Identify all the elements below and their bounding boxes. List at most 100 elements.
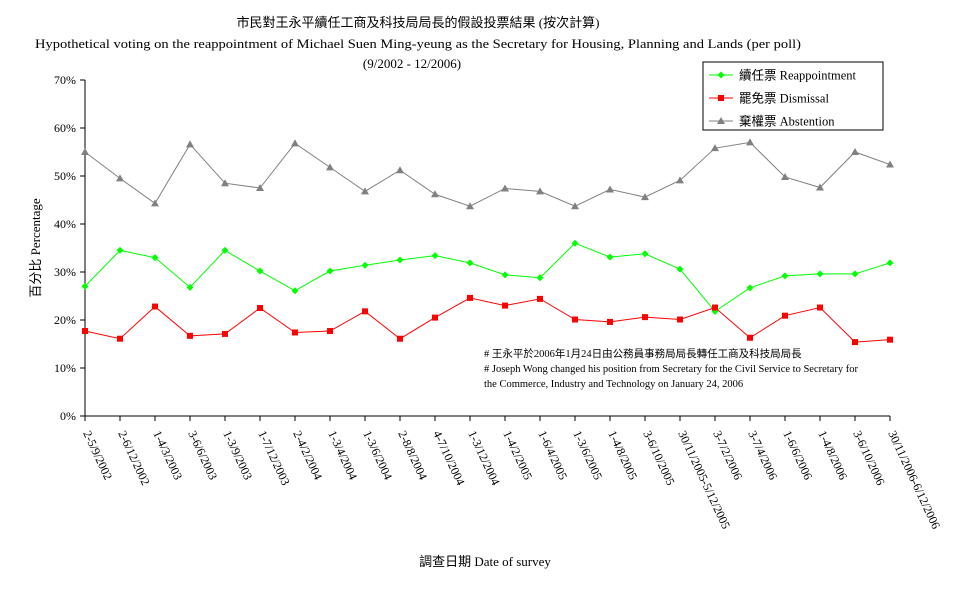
data-point (81, 148, 89, 155)
legend-swatch-marker (717, 71, 725, 79)
data-point (256, 184, 264, 191)
data-point (221, 179, 229, 187)
series-2 (81, 138, 894, 210)
data-point (432, 314, 438, 321)
x-tick-label: 1-3/4/2004 (325, 428, 360, 482)
x-tick-label: 2-5/9/2002 (80, 428, 115, 482)
data-point (396, 166, 404, 174)
x-tick-label: 3-6/6/2003 (185, 428, 220, 482)
y-tick-label: 70% (54, 73, 76, 87)
data-point (396, 256, 404, 264)
data-point (221, 246, 229, 254)
legend-entry: 罷免票 Dismissal (739, 91, 829, 106)
x-tick-label: 3-7/2/2006 (710, 428, 745, 482)
x-tick-label: 3-6/10/2006 (850, 428, 887, 487)
data-point (851, 148, 859, 155)
data-point (326, 267, 334, 275)
data-point (466, 259, 474, 267)
x-axis-label: 調查日期 Date of survey (419, 554, 551, 569)
x-tick-label: 2-4/2/2004 (290, 428, 325, 482)
x-tick-label: 1-3/6/2005 (570, 428, 605, 482)
data-point (327, 328, 333, 335)
data-point (746, 138, 754, 146)
x-tick-label: 4-7/10/2004 (430, 428, 467, 487)
x-tick-label: 2-6/12/2002 (115, 428, 152, 487)
x-tick-label: 3-6/10/2005 (640, 428, 677, 487)
data-point (326, 163, 334, 171)
data-point (746, 284, 754, 292)
data-point (256, 267, 264, 275)
data-point (151, 199, 159, 207)
data-point (781, 172, 789, 180)
y-axis-ticks: 0% 10% 20% 30% 40% 50% 60% 70% (54, 73, 85, 423)
x-tick-label: 1-6/4/2005 (535, 428, 570, 482)
x-tick-label: 1-3/6/2004 (360, 428, 395, 482)
data-point (431, 190, 439, 198)
data-point (606, 185, 614, 193)
data-point (362, 308, 368, 315)
data-point (571, 239, 579, 247)
legend-box (702, 61, 884, 131)
series-line (84, 141, 891, 207)
data-point (641, 193, 649, 201)
data-point (572, 316, 578, 323)
data-point (467, 294, 473, 301)
data-point (397, 335, 403, 342)
y-tick-label: 60% (54, 121, 76, 135)
x-tick-label: 1-4/8/2006 (815, 428, 850, 482)
annotation-line-1: # 王永平於2006年1月24日由公務員事務局局長轉任工商及科技局局長 (484, 347, 802, 360)
series-line (84, 297, 891, 343)
data-point (116, 174, 124, 182)
data-point (852, 339, 858, 346)
data-point (151, 254, 159, 262)
data-point (537, 295, 543, 302)
data-point (607, 318, 613, 325)
data-point (817, 304, 823, 311)
annotation-note: # 王永平於2006年1月24日由公務員事務局局長轉任工商及科技局局長 # Jo… (484, 347, 858, 390)
y-tick-label: 30% (54, 265, 76, 279)
data-point (606, 253, 614, 261)
legend-entry: 續任票 Reappointment (739, 68, 857, 83)
chart-title: 市民對王永平續任工商及科技局局長的假設投票結果 (按次計算) (237, 15, 600, 30)
data-point (676, 265, 684, 273)
data-point (641, 250, 649, 258)
data-point (501, 271, 509, 279)
y-tick-label: 0% (60, 409, 76, 423)
data-point (677, 316, 683, 323)
data-point (781, 272, 789, 280)
data-point (291, 139, 299, 147)
data-point (536, 274, 544, 282)
data-point (501, 184, 509, 192)
x-tick-label: 1-6/6/2006 (780, 428, 815, 482)
y-tick-label: 40% (54, 217, 76, 231)
x-tick-label: 1-4/8/2005 (605, 428, 640, 482)
data-point (82, 328, 88, 335)
legend-swatch-marker (717, 117, 725, 124)
data-point (887, 336, 893, 343)
data-point (571, 202, 579, 210)
data-point (186, 283, 194, 291)
series-0 (81, 239, 894, 315)
data-point (187, 332, 193, 339)
data-point (291, 287, 299, 295)
y-tick-label: 20% (54, 313, 76, 327)
x-tick-label: 1-4/2/2005 (500, 428, 535, 482)
annotation-line-3: the Commerce, Industry and Technology on… (484, 379, 743, 390)
data-point (816, 270, 824, 278)
y-tick-label: 50% (54, 169, 76, 183)
x-tick-label: 1-7/12/2003 (255, 428, 292, 487)
data-point (361, 187, 369, 195)
data-point (642, 314, 648, 321)
data-point (152, 303, 158, 310)
series-layer (81, 138, 894, 346)
x-tick-label: 30/11/2006-6/12/2006 (885, 428, 943, 531)
x-tick-label: 1-3/12/2004 (465, 428, 502, 487)
chart-period: (9/2002 - 12/2006) (363, 56, 461, 71)
data-point (466, 202, 474, 210)
data-point (851, 270, 859, 278)
data-point (257, 305, 263, 311)
data-point (747, 334, 753, 341)
chart-subtitle: Hypothetical voting on the reappointment… (35, 36, 801, 51)
